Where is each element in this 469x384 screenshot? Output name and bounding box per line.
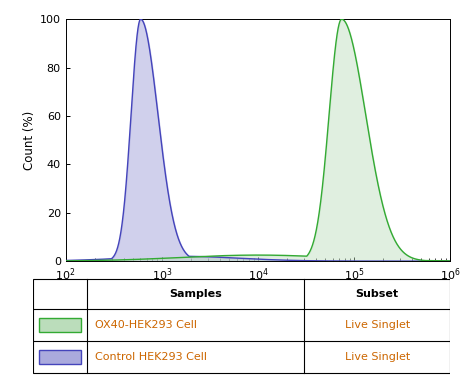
Bar xyxy=(39,318,81,333)
Y-axis label: Count (%): Count (%) xyxy=(23,111,36,170)
Text: Live Singlet: Live Singlet xyxy=(345,320,410,330)
Text: Subset: Subset xyxy=(356,290,399,300)
Bar xyxy=(39,350,81,364)
Text: OX40-HEK293 Cell: OX40-HEK293 Cell xyxy=(96,320,197,330)
Text: Samples: Samples xyxy=(169,290,222,300)
Text: Control HEK293 Cell: Control HEK293 Cell xyxy=(96,353,207,362)
X-axis label: Anti-OX40-H: Anti-OX40-H xyxy=(221,287,295,300)
Text: Live Singlet: Live Singlet xyxy=(345,353,410,362)
